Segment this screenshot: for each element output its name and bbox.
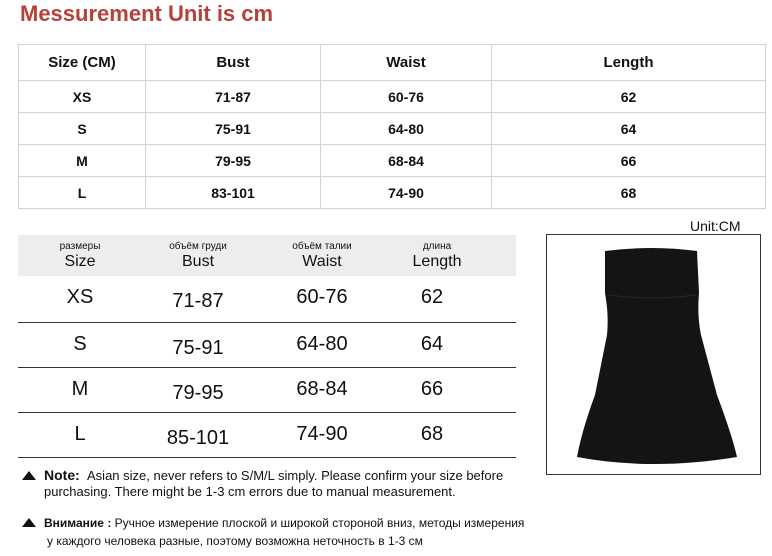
note-text: Asian size, never refers to S/M/L simply… bbox=[87, 468, 504, 483]
cell: 74-90 bbox=[296, 423, 348, 445]
size-table-bottom: размеры Size объём груди Bust объём талии W… bbox=[18, 235, 516, 458]
warning-triangle-icon bbox=[22, 471, 36, 480]
cell: 60-76 bbox=[296, 286, 348, 308]
header-bust: объём груди Bust bbox=[169, 241, 227, 270]
cell: 66 bbox=[420, 378, 444, 400]
note-text: Ручное измерение плоской и широкой сторо… bbox=[114, 516, 525, 530]
cell: XS bbox=[18, 80, 146, 113]
cell: 64 bbox=[420, 333, 444, 355]
cell: 64-80 bbox=[296, 333, 348, 355]
header-size: размеры Size bbox=[59, 241, 101, 270]
cell: XS bbox=[66, 286, 94, 308]
cell: 68-84 bbox=[296, 378, 348, 400]
cell: 68-84 bbox=[320, 144, 492, 177]
cell: 64-80 bbox=[320, 112, 492, 145]
dress-photo bbox=[546, 234, 761, 475]
header-waist: объём талии Waist bbox=[292, 241, 352, 270]
header-cell: Length bbox=[491, 44, 766, 81]
note-text: purchasing. There might be 1-3 cm errors… bbox=[44, 484, 456, 499]
note-ru: Внимание : Ручное измерение плоской и ши… bbox=[22, 514, 524, 550]
cell: 71-87 bbox=[145, 80, 321, 113]
note-text: у каждого человека разные, поэтому возмо… bbox=[47, 534, 423, 548]
table-header: размеры Size объём груди Bust объём талии W… bbox=[18, 235, 516, 276]
cell: 62 bbox=[491, 80, 766, 113]
cell: 79-95 bbox=[145, 144, 321, 177]
table-row: XS 71-87 60-76 62 bbox=[18, 276, 516, 323]
dress-image bbox=[577, 248, 737, 464]
note-en: Note: Asian size, never refers to S/M/L … bbox=[22, 467, 503, 500]
cell: 68 bbox=[420, 423, 444, 445]
table-row: M 79-95 68-84 66 bbox=[18, 368, 516, 413]
table-row: S 75-91 64-80 64 bbox=[18, 112, 766, 145]
cell: 74-90 bbox=[320, 176, 492, 209]
cell: M bbox=[71, 378, 89, 400]
header-cell: Bust bbox=[145, 44, 321, 81]
table-row: L 85-101 74-90 68 bbox=[18, 413, 516, 458]
cell: 83-101 bbox=[145, 176, 321, 209]
note-label: Note: bbox=[44, 467, 80, 483]
table-row: L 83-101 74-90 68 bbox=[18, 176, 766, 209]
cell: 85-101 bbox=[166, 427, 230, 449]
page-title: Messurement Unit is cm bbox=[20, 1, 274, 26]
cell: 64 bbox=[491, 112, 766, 145]
table-row: M 79-95 68-84 66 bbox=[18, 144, 766, 177]
cell: M bbox=[18, 144, 146, 177]
header-cell: Waist bbox=[320, 44, 492, 81]
cell: 62 bbox=[420, 286, 444, 308]
header-cell: Size (CM) bbox=[18, 44, 146, 81]
cell: 79-95 bbox=[172, 382, 224, 404]
table-row: S 75-91 64-80 64 bbox=[18, 323, 516, 368]
cell: 66 bbox=[491, 144, 766, 177]
warning-triangle-icon bbox=[22, 518, 36, 527]
table-row: XS 71-87 60-76 62 bbox=[18, 80, 766, 113]
cell: 68 bbox=[491, 176, 766, 209]
cell: S bbox=[18, 112, 146, 145]
unit-label: Unit:CM bbox=[690, 218, 741, 234]
cell: S bbox=[73, 333, 87, 355]
size-table-top: Size (CM) Bust Waist Length XS 71-87 60-76… bbox=[18, 44, 766, 209]
cell: 75-91 bbox=[145, 112, 321, 145]
note-label: Внимание : bbox=[44, 516, 112, 530]
cell: 60-76 bbox=[320, 80, 492, 113]
header-length: длина Length bbox=[412, 241, 462, 270]
cell: 75-91 bbox=[172, 337, 224, 359]
cell: L bbox=[18, 176, 146, 209]
cell: L bbox=[74, 423, 86, 445]
cell: 71-87 bbox=[172, 290, 224, 312]
